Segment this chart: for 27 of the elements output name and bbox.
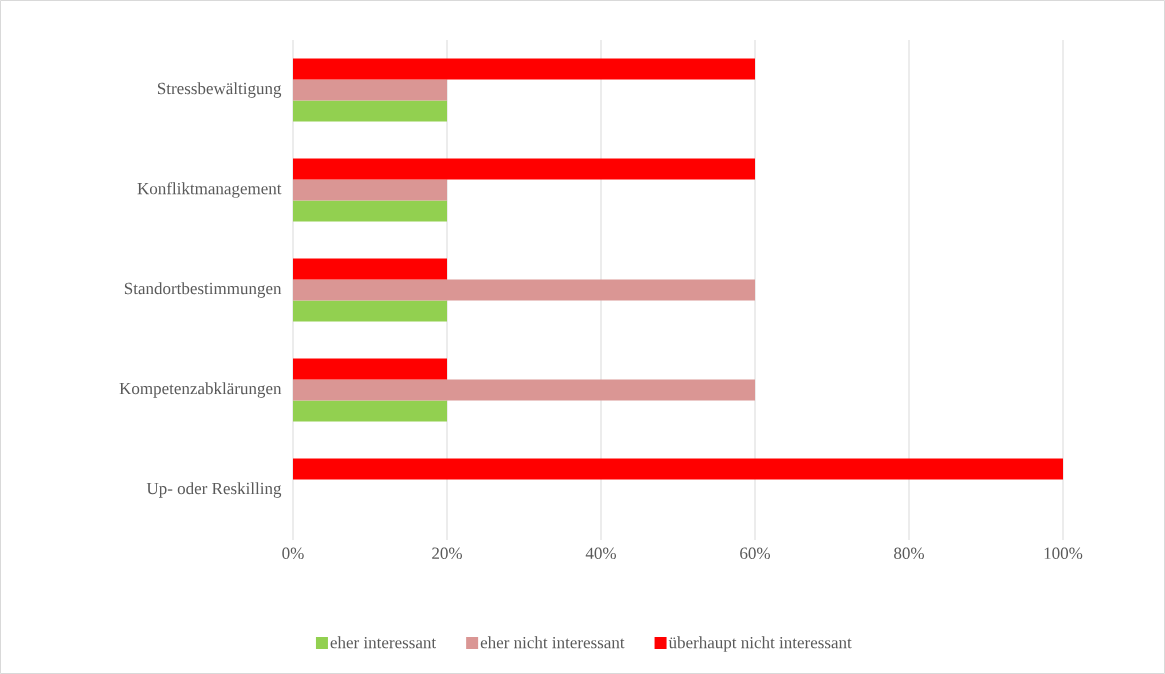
x-tick-label: 40%	[585, 547, 616, 560]
x-tick-label: 20%	[432, 547, 462, 560]
bar	[293, 158, 756, 180]
y-tick-label: Kompetenzabklärungen	[119, 382, 282, 398]
x-tick-label: 60%	[740, 547, 770, 560]
bar	[293, 358, 447, 380]
y-tick-label: Stressbewältigung	[157, 82, 282, 98]
bar	[293, 279, 756, 301]
y-tick-label: Konfliktmanagement	[137, 182, 282, 198]
bar	[293, 300, 447, 322]
legend-label: eher nicht interessant	[480, 636, 625, 649]
bar	[293, 58, 756, 80]
y-tick-label: Up- oder Reskilling	[146, 482, 282, 498]
bar	[293, 100, 447, 122]
bar	[293, 179, 447, 201]
bar	[293, 458, 1064, 480]
x-tick-label: 100%	[1044, 547, 1083, 560]
bar	[293, 258, 447, 280]
x-tick-label: 80%	[894, 547, 925, 560]
bar	[293, 79, 447, 101]
legend-label: überhaupt nicht interessant	[668, 636, 852, 652]
x-tick-label: 0%	[282, 547, 304, 560]
legend-label: eher interessant	[330, 636, 437, 649]
y-tick-label: Standortbestimmungen	[124, 282, 282, 298]
bar	[293, 400, 447, 422]
bar	[293, 379, 756, 401]
bar	[293, 200, 447, 222]
